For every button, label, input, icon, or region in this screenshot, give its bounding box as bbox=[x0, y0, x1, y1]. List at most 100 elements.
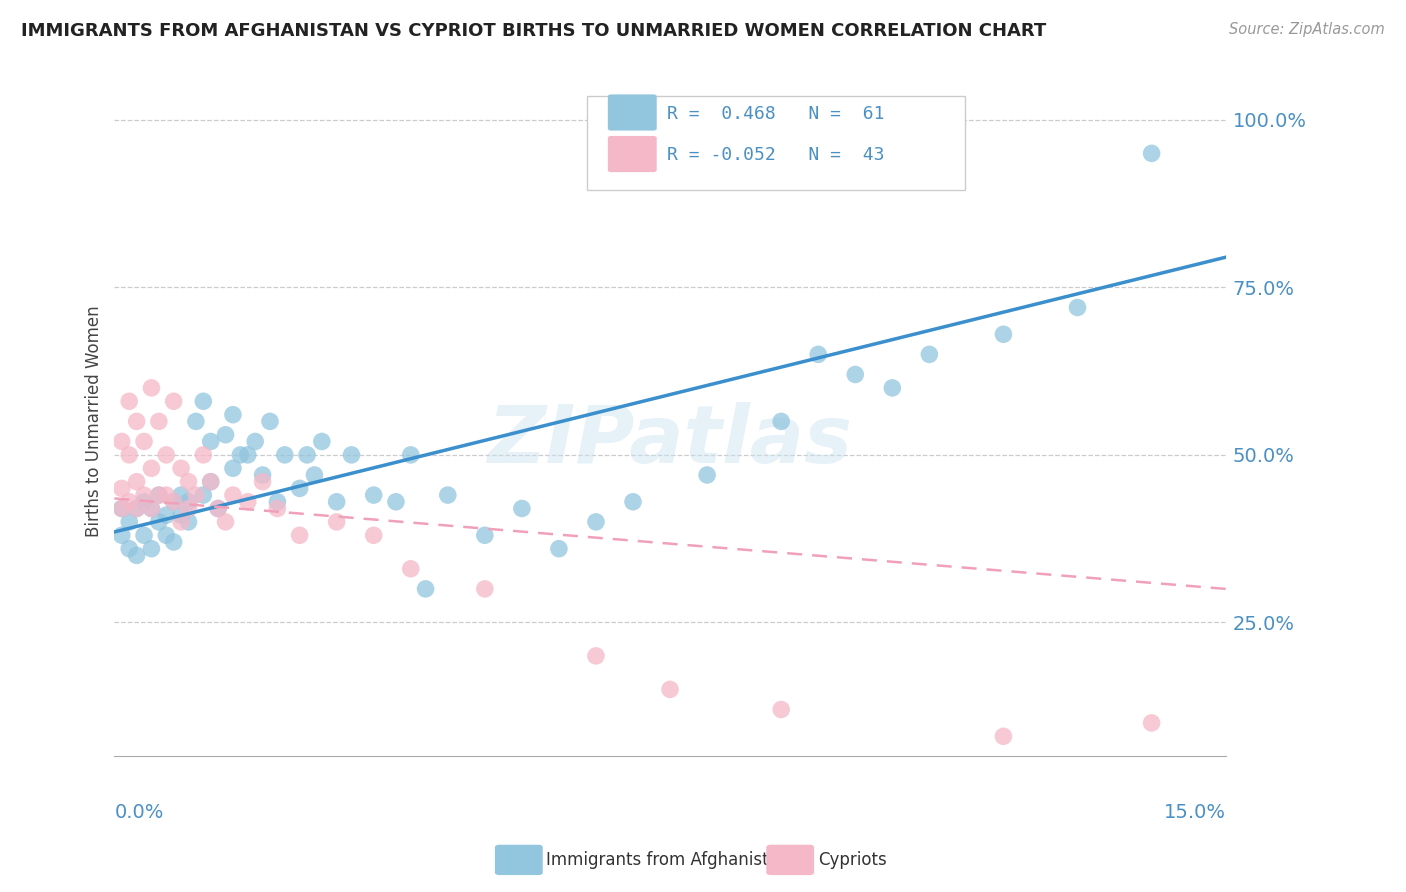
Point bbox=[118, 541, 141, 556]
Point bbox=[141, 501, 163, 516]
Point bbox=[295, 448, 318, 462]
Text: Source: ZipAtlas.com: Source: ZipAtlas.com bbox=[1229, 22, 1385, 37]
Point bbox=[236, 448, 259, 462]
Point bbox=[111, 434, 134, 449]
Point bbox=[548, 541, 571, 556]
Point bbox=[193, 394, 215, 409]
Point bbox=[363, 528, 385, 542]
Point bbox=[177, 495, 200, 509]
Point bbox=[474, 582, 496, 596]
FancyBboxPatch shape bbox=[607, 95, 657, 130]
Point bbox=[214, 515, 236, 529]
Point bbox=[1140, 146, 1163, 161]
Point bbox=[193, 448, 215, 462]
Text: R = -0.052   N =  43: R = -0.052 N = 43 bbox=[666, 146, 884, 164]
Point bbox=[125, 501, 148, 516]
Point bbox=[288, 528, 311, 542]
Point bbox=[200, 475, 222, 489]
Point bbox=[184, 488, 207, 502]
Point bbox=[132, 528, 155, 542]
Point bbox=[177, 501, 200, 516]
Point bbox=[170, 515, 193, 529]
Point bbox=[399, 448, 422, 462]
Point bbox=[170, 461, 193, 475]
Point bbox=[222, 488, 245, 502]
Text: R =  0.468   N =  61: R = 0.468 N = 61 bbox=[666, 105, 884, 123]
Point bbox=[132, 495, 155, 509]
Point bbox=[807, 347, 830, 361]
Point bbox=[252, 475, 274, 489]
Point bbox=[214, 427, 236, 442]
Point bbox=[155, 508, 177, 523]
Point bbox=[155, 528, 177, 542]
Point bbox=[111, 501, 134, 516]
Point bbox=[125, 549, 148, 563]
Point bbox=[125, 414, 148, 428]
Point bbox=[770, 414, 793, 428]
Point bbox=[125, 475, 148, 489]
Point bbox=[177, 515, 200, 529]
Point bbox=[177, 475, 200, 489]
FancyBboxPatch shape bbox=[586, 96, 965, 190]
Point bbox=[111, 501, 134, 516]
Point bbox=[141, 461, 163, 475]
Point bbox=[304, 467, 326, 482]
Point bbox=[510, 501, 533, 516]
Point bbox=[193, 488, 215, 502]
Text: ZIPatlas: ZIPatlas bbox=[488, 402, 852, 481]
Point bbox=[882, 381, 904, 395]
Point bbox=[1140, 715, 1163, 730]
Point bbox=[132, 434, 155, 449]
Point bbox=[236, 495, 259, 509]
Point bbox=[243, 434, 266, 449]
Point bbox=[585, 648, 607, 663]
Point bbox=[118, 495, 141, 509]
Point bbox=[118, 448, 141, 462]
Point bbox=[696, 467, 718, 482]
Point bbox=[118, 515, 141, 529]
Point bbox=[266, 501, 288, 516]
Point bbox=[125, 501, 148, 516]
Point bbox=[163, 394, 186, 409]
Point bbox=[311, 434, 333, 449]
Point bbox=[141, 501, 163, 516]
Point bbox=[155, 488, 177, 502]
Point bbox=[170, 508, 193, 523]
Point bbox=[266, 495, 288, 509]
Point bbox=[155, 448, 177, 462]
Point bbox=[436, 488, 458, 502]
Text: 0.0%: 0.0% bbox=[114, 804, 163, 822]
Point bbox=[385, 495, 408, 509]
Point bbox=[993, 327, 1015, 342]
Point bbox=[288, 482, 311, 496]
Point bbox=[1066, 301, 1088, 315]
Point bbox=[274, 448, 297, 462]
Text: IMMIGRANTS FROM AFGHANISTAN VS CYPRIOT BIRTHS TO UNMARRIED WOMEN CORRELATION CHA: IMMIGRANTS FROM AFGHANISTAN VS CYPRIOT B… bbox=[21, 22, 1046, 40]
Point bbox=[148, 488, 170, 502]
Point bbox=[993, 729, 1015, 743]
Y-axis label: Births to Unmarried Women: Births to Unmarried Women bbox=[86, 306, 103, 537]
Point bbox=[148, 488, 170, 502]
Point bbox=[918, 347, 941, 361]
Point bbox=[399, 562, 422, 576]
Text: Cypriots: Cypriots bbox=[818, 851, 887, 869]
Point bbox=[200, 434, 222, 449]
Point bbox=[363, 488, 385, 502]
Point bbox=[141, 541, 163, 556]
Point bbox=[184, 414, 207, 428]
Point bbox=[585, 515, 607, 529]
Point bbox=[118, 394, 141, 409]
Point bbox=[207, 501, 229, 516]
Point bbox=[229, 448, 252, 462]
Point bbox=[148, 515, 170, 529]
Point bbox=[222, 461, 245, 475]
Point bbox=[207, 501, 229, 516]
Point bbox=[259, 414, 281, 428]
Point bbox=[170, 488, 193, 502]
Point bbox=[148, 414, 170, 428]
Point bbox=[474, 528, 496, 542]
Point bbox=[200, 475, 222, 489]
Point bbox=[844, 368, 866, 382]
FancyBboxPatch shape bbox=[607, 136, 657, 172]
Text: Immigrants from Afghanistan: Immigrants from Afghanistan bbox=[546, 851, 789, 869]
